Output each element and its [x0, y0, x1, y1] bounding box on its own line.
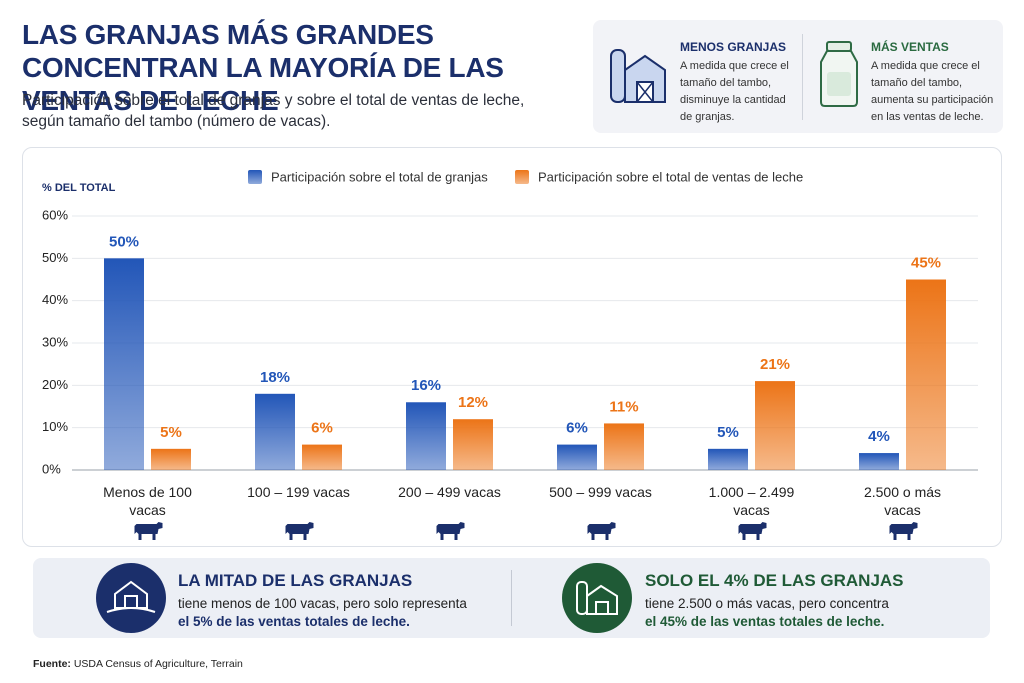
- cow-icon: [738, 522, 767, 540]
- subtitle: Participación sobre el total de granjas …: [22, 92, 525, 130]
- value-label: 16%: [411, 377, 441, 394]
- callouts: LA MITAD DE LAS GRANJAS tiene menos de 1…: [33, 558, 990, 638]
- cow-icon: [587, 522, 616, 540]
- value-label: 6%: [566, 420, 588, 437]
- y-tick-label: 0%: [42, 461, 61, 476]
- bar: [406, 402, 446, 470]
- barn-icon: [610, 49, 666, 103]
- info-box: MENOS GRANJAS A medida que crece el tama…: [593, 20, 1003, 133]
- card-text: A medida que crece el tamaño del tambo, …: [680, 60, 789, 123]
- cow-icon: [285, 522, 314, 540]
- card-text: A medida que crece el tamaño del tambo, …: [871, 60, 994, 123]
- x-tick-label: 100 – 199 vacas: [247, 484, 350, 500]
- bar: [755, 381, 795, 470]
- legend-label: Participación sobre el total de granjas: [271, 169, 488, 184]
- value-label: 45%: [911, 254, 941, 271]
- x-tick-label: 500 – 999 vacas: [549, 484, 652, 500]
- value-label: 50%: [109, 233, 139, 250]
- value-label: 5%: [160, 424, 182, 441]
- bar: [255, 393, 295, 470]
- callout-highlight: el 45% de las ventas totales de leche.: [645, 614, 885, 629]
- bar: [906, 279, 946, 470]
- callout-icon: [562, 563, 632, 633]
- source-label: Fuente:: [33, 658, 71, 670]
- card-title: MÁS VENTAS: [871, 40, 949, 54]
- legend-swatch: [248, 170, 262, 184]
- x-tick-label: 2.500 o más vacas: [863, 484, 942, 518]
- y-tick-label: 50%: [42, 250, 68, 265]
- bar: [604, 423, 644, 470]
- bar: [557, 444, 597, 470]
- x-tick-label: 1.000 – 2.499 vacas: [708, 484, 795, 518]
- bar: [453, 419, 493, 470]
- callout-icon: [96, 563, 166, 633]
- cow-body: [134, 522, 163, 540]
- y-tick-label: 10%: [42, 419, 68, 434]
- divider: [802, 34, 803, 120]
- title: LAS GRANJAS MÁS GRANDES CONCENTRAN LA MA…: [22, 19, 504, 116]
- callout-title: SOLO EL 4% DE LAS GRANJAS: [645, 571, 904, 590]
- bar: [859, 453, 899, 470]
- divider: [511, 570, 512, 626]
- callout-text: tiene 2.500 o más vacas, pero concentra: [645, 596, 889, 611]
- legend-label: Participación sobre el total de ventas d…: [538, 169, 803, 184]
- value-label: 6%: [311, 420, 333, 437]
- value-label: 11%: [609, 398, 638, 415]
- cow-icon: [134, 522, 163, 540]
- y-tick-label: 20%: [42, 377, 68, 392]
- value-label: 18%: [260, 369, 290, 386]
- card-title: MENOS GRANJAS: [680, 40, 787, 54]
- chart-panel: [22, 147, 1002, 547]
- jar-icon: [820, 41, 858, 107]
- callout-text: tiene menos de 100 vacas, pero solo repr…: [178, 596, 467, 611]
- cow-body: [587, 522, 616, 540]
- x-tick-label: Menos de 100 vacas: [103, 484, 192, 518]
- value-label: 12%: [458, 394, 488, 411]
- cow-body: [436, 522, 465, 540]
- bar: [151, 448, 191, 470]
- cow-icon: [889, 522, 918, 540]
- bar: [708, 448, 748, 470]
- bar: [104, 258, 144, 470]
- callout-title: LA MITAD DE LAS GRANJAS: [178, 571, 413, 590]
- cow-body: [738, 522, 767, 540]
- x-tick-label: 200 – 499 vacas: [398, 484, 501, 500]
- cow-icon: [436, 522, 465, 540]
- source: Fuente: USDA Census of Agriculture, Terr…: [33, 658, 243, 670]
- value-label: 21%: [760, 356, 790, 373]
- y-axis-label: % DEL TOTAL: [42, 182, 116, 194]
- callout-highlight: el 5% de las ventas totales de leche.: [178, 614, 410, 629]
- value-label: 5%: [717, 424, 739, 441]
- cow-body: [285, 522, 314, 540]
- legend-swatch: [515, 170, 529, 184]
- source-text: USDA Census of Agriculture, Terrain: [73, 658, 243, 670]
- y-tick-label: 30%: [42, 334, 68, 349]
- bar: [302, 444, 342, 470]
- value-label: 4%: [868, 428, 890, 445]
- cow-body: [889, 522, 918, 540]
- y-tick-label: 60%: [42, 207, 68, 222]
- y-tick-label: 40%: [42, 292, 68, 307]
